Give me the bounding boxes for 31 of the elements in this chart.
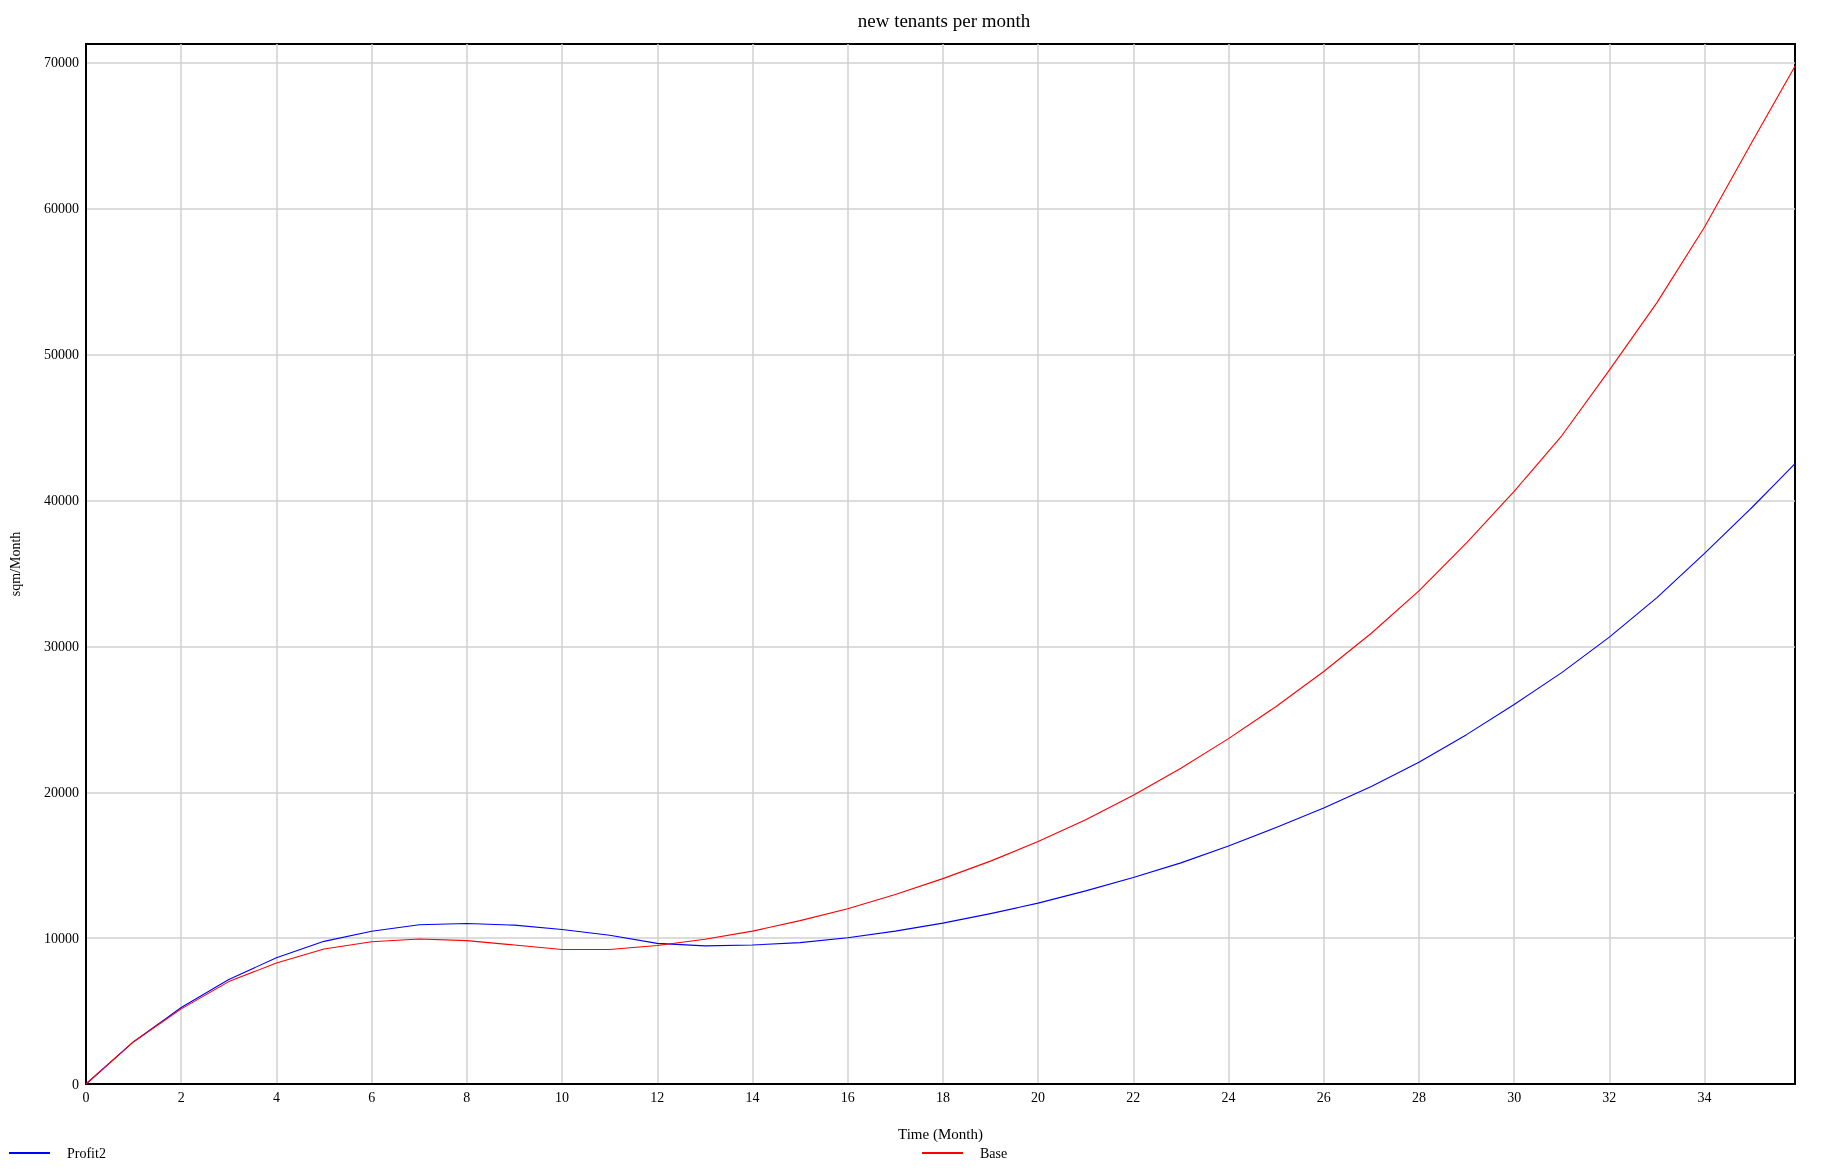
- x-tick-label: 6: [368, 1089, 376, 1105]
- x-tick-label: 4: [272, 1089, 280, 1105]
- x-tick-label: 18: [935, 1089, 950, 1105]
- x-tick-label: 8: [463, 1089, 471, 1105]
- x-tick-label: 12: [650, 1089, 665, 1105]
- x-tick-label: 10: [555, 1089, 570, 1105]
- x-tick-label: 34: [1697, 1089, 1712, 1105]
- x-tick-label: 20: [1031, 1089, 1046, 1105]
- legend-label: Base: [980, 1145, 1008, 1161]
- y-tick-label: 40000: [44, 493, 79, 509]
- y-tick-label: 70000: [44, 55, 79, 71]
- legend-label: Profit2: [67, 1145, 106, 1161]
- y-tick-label: 0: [72, 1076, 79, 1092]
- x-tick-label: 2: [177, 1089, 185, 1105]
- x-axis-title: Time (Month): [898, 1125, 983, 1143]
- chart-title: new tenants per month: [857, 10, 1031, 31]
- x-tick-label: 30: [1507, 1089, 1522, 1105]
- x-tick-label: 16: [840, 1089, 855, 1105]
- x-tick-label: 32: [1602, 1089, 1617, 1105]
- x-tick-label: 28: [1411, 1089, 1426, 1105]
- y-tick-label: 10000: [44, 930, 79, 946]
- y-tick-label: 30000: [44, 638, 79, 654]
- x-tick-label: 22: [1126, 1089, 1141, 1105]
- y-tick-label: 60000: [44, 201, 79, 217]
- x-tick-label: 26: [1316, 1089, 1331, 1105]
- x-tick-label: 14: [745, 1089, 760, 1105]
- x-tick-label: 0: [82, 1089, 90, 1105]
- y-tick-label: 20000: [44, 784, 79, 800]
- x-tick-label: 24: [1221, 1089, 1236, 1105]
- y-tick-label: 50000: [44, 347, 79, 363]
- y-axis-title: sqm/Month: [7, 531, 23, 597]
